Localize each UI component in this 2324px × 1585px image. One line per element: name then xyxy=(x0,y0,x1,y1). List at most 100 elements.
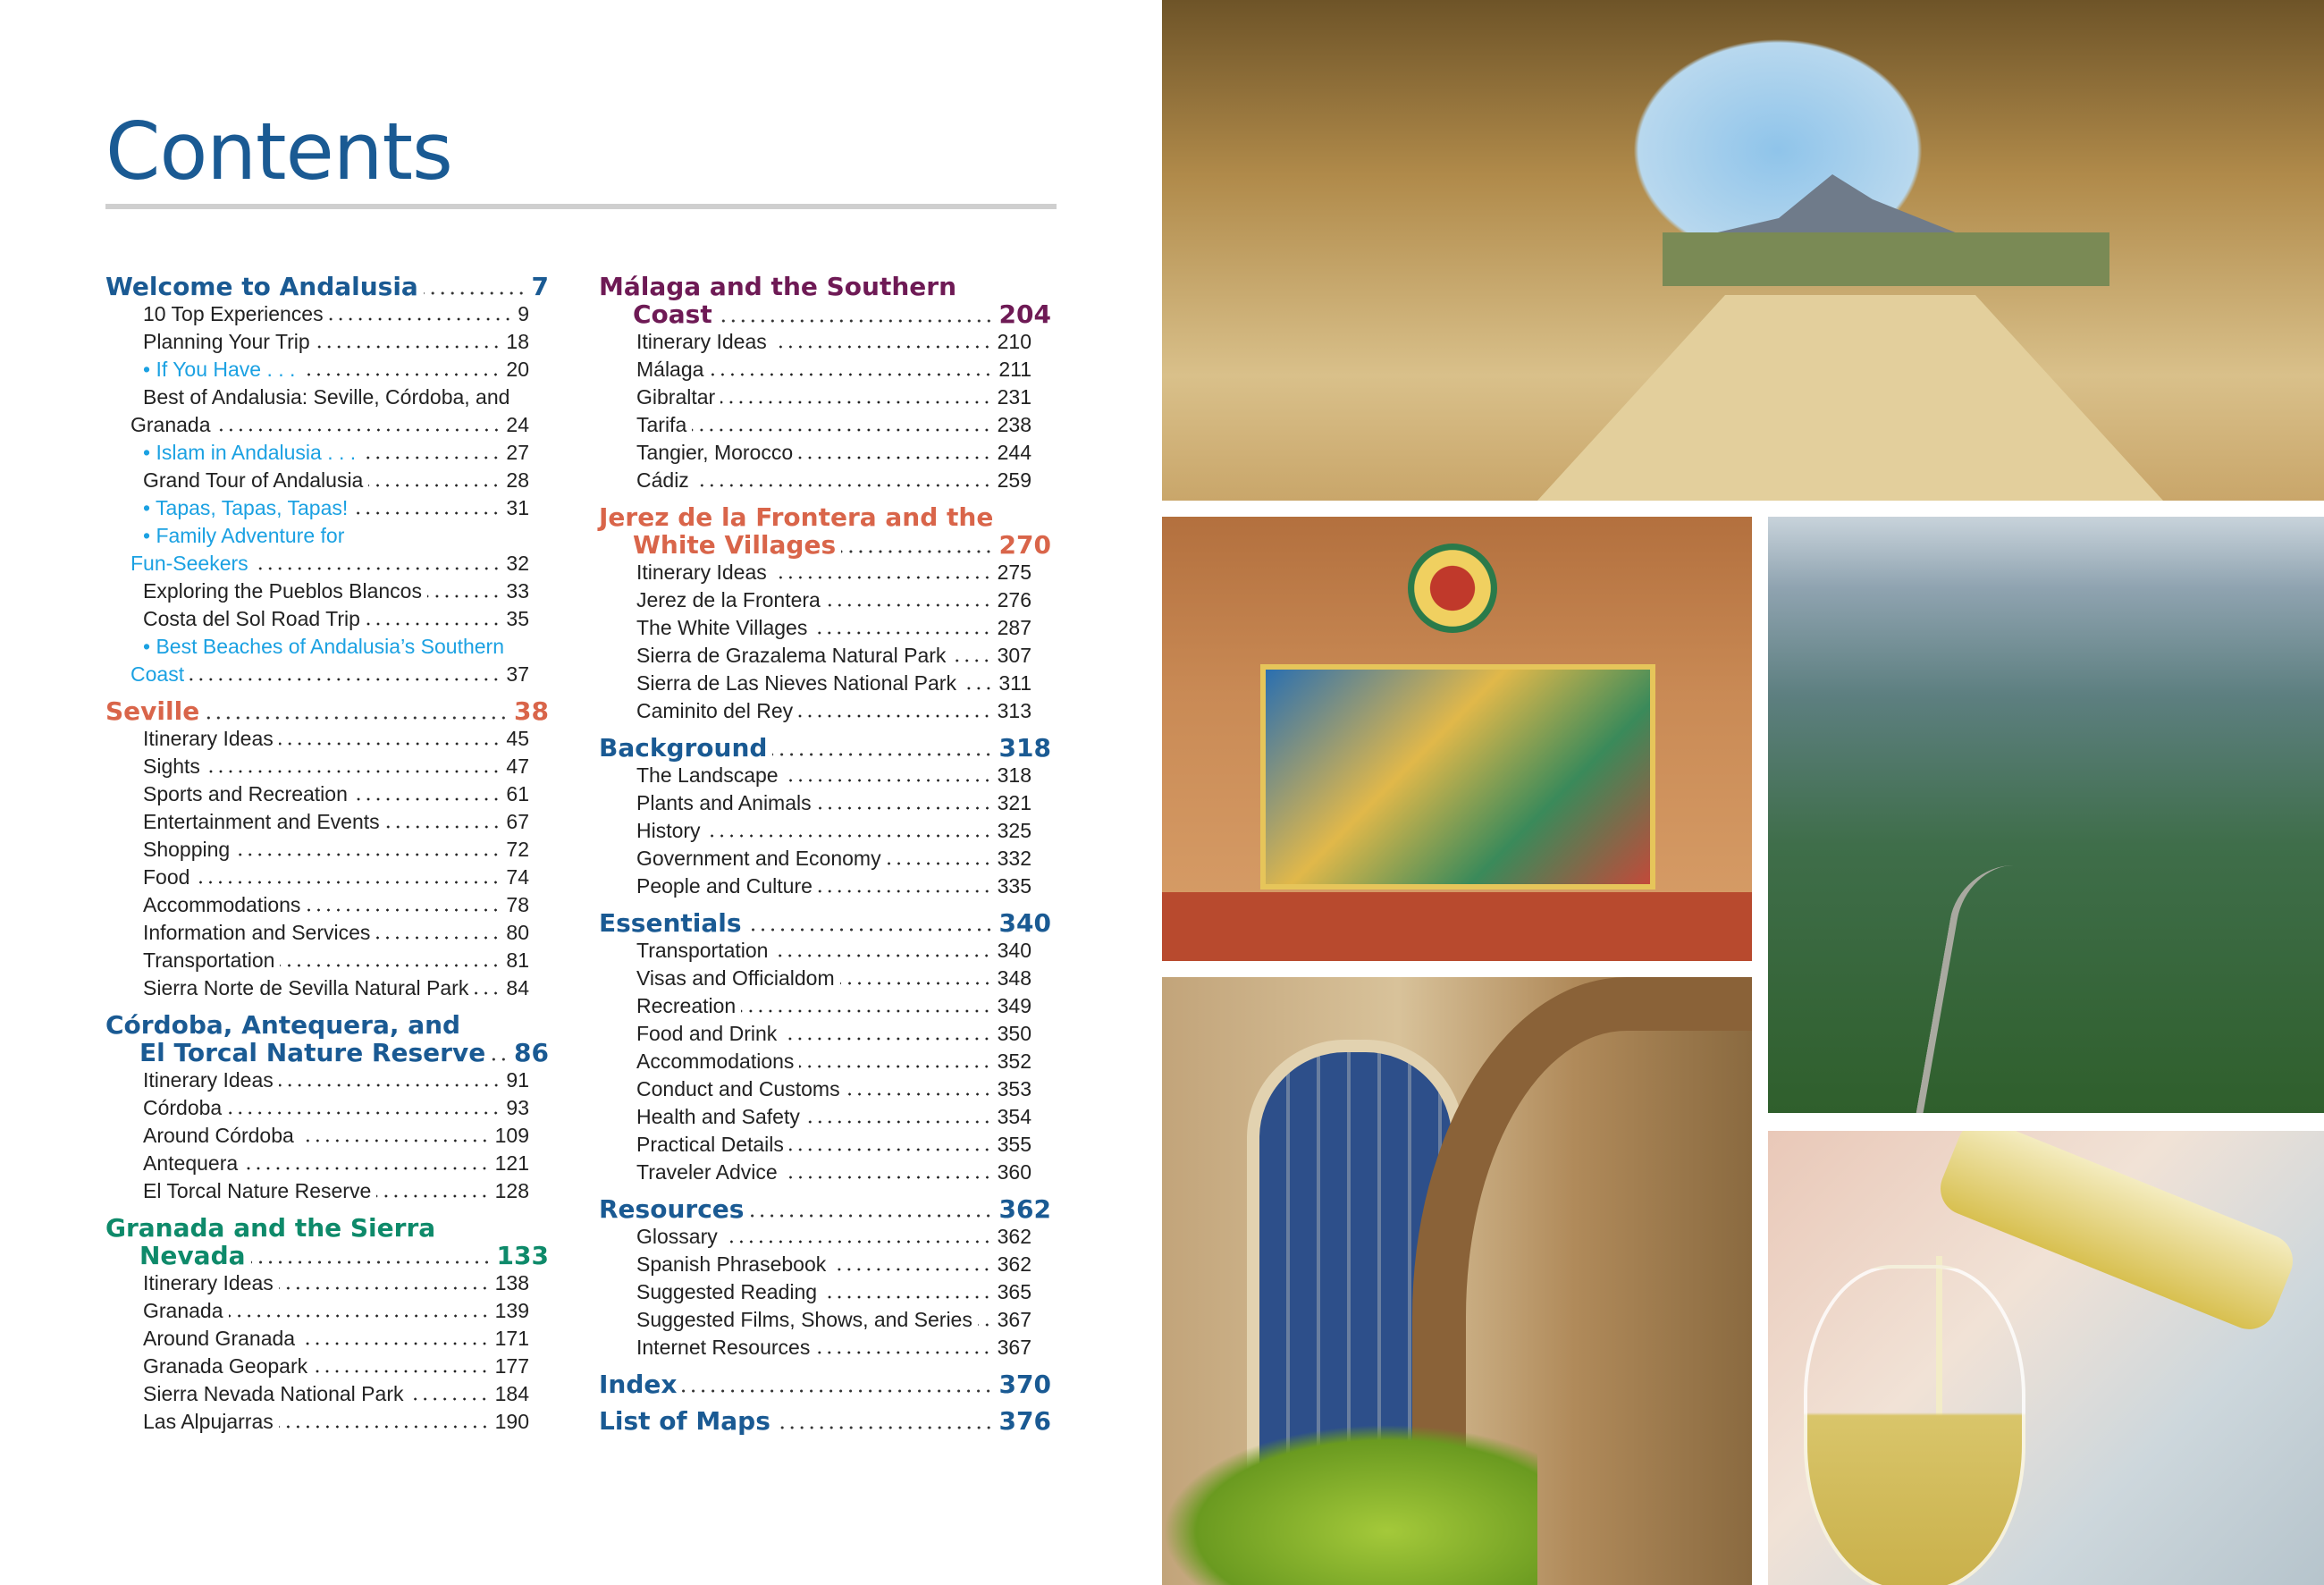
toc-section-heading[interactable]: El Torcal Nature Reserve 86 xyxy=(105,1039,549,1067)
toc-entry[interactable]: Las Alpujarras 190 xyxy=(105,1408,549,1436)
toc-section-heading[interactable]: Málaga and the Southern xyxy=(599,273,1051,300)
toc-entry[interactable]: Food and Drink 350 xyxy=(599,1020,1051,1048)
toc-entry[interactable]: Planning Your Trip 18 xyxy=(105,328,549,356)
toc-entry[interactable]: • If You Have . . . 20 xyxy=(105,356,549,384)
toc-entry[interactable]: Fun-Seekers 32 xyxy=(105,550,549,578)
toc-entry[interactable]: Conduct and Customs 353 xyxy=(599,1075,1051,1103)
toc-section-heading[interactable]: Resources 362 xyxy=(599,1195,1051,1223)
toc-entry[interactable]: Transportation 81 xyxy=(105,947,549,974)
toc-section-heading[interactable]: Córdoba, Antequera, and xyxy=(105,1011,549,1039)
toc-entry[interactable]: Recreation 349 xyxy=(599,992,1051,1020)
toc-entry[interactable]: Accommodations 78 xyxy=(105,891,549,919)
toc-entry[interactable]: Sights 47 xyxy=(105,753,549,780)
toc-entry[interactable]: Information and Services 80 xyxy=(105,919,549,947)
toc-entry[interactable]: Gibraltar 231 xyxy=(599,384,1051,411)
toc-page-number: 128 xyxy=(494,1179,529,1202)
toc-entry[interactable]: Tarifa 238 xyxy=(599,411,1051,439)
toc-entry[interactable]: People and Culture 335 xyxy=(599,873,1051,900)
toc-section-heading[interactable]: Granada and the Sierra xyxy=(105,1214,549,1242)
toc-entry[interactable]: Grand Tour of Andalusia 28 xyxy=(105,467,549,494)
toc-entry[interactable]: Costa del Sol Road Trip 35 xyxy=(105,605,549,633)
toc-section-heading[interactable]: Welcome to Andalusia 7 xyxy=(105,273,549,300)
toc-entry[interactable]: Granada 24 xyxy=(105,411,549,439)
toc-entry[interactable]: Suggested Reading 365 xyxy=(599,1278,1051,1306)
toc-entry[interactable]: Granada 139 xyxy=(105,1297,549,1325)
toc-entry[interactable]: Sierra de Las Nieves National Park 311 xyxy=(599,670,1051,697)
toc-entry[interactable]: Practical Details 355 xyxy=(599,1131,1051,1159)
toc-entry[interactable]: Itinerary Ideas 210 xyxy=(599,328,1051,356)
toc-entry[interactable]: The Landscape 318 xyxy=(599,762,1051,789)
toc-entry[interactable]: Sierra de Grazalema Natural Park 307 xyxy=(599,642,1051,670)
toc-entry[interactable]: Sierra Nevada National Park 184 xyxy=(105,1380,549,1408)
toc-entry[interactable]: Glossary 362 xyxy=(599,1223,1051,1251)
toc-entry[interactable]: Shopping 72 xyxy=(105,836,549,864)
toc-entry[interactable]: Córdoba 93 xyxy=(105,1094,549,1122)
toc-entry[interactable]: Traveler Advice 360 xyxy=(599,1159,1051,1186)
toc-entry[interactable]: Food 74 xyxy=(105,864,549,891)
toc-entry[interactable]: Jerez de la Frontera 276 xyxy=(599,586,1051,614)
toc-entry[interactable]: Accommodations 352 xyxy=(599,1048,1051,1075)
toc-entry[interactable]: Spanish Phrasebook 362 xyxy=(599,1251,1051,1278)
dot-leader xyxy=(376,1194,490,1198)
toc-entry[interactable]: Coast 37 xyxy=(105,661,549,688)
toc-entry-title: • Best Beaches of Andalusia’s Southern xyxy=(143,635,505,658)
toc-entry[interactable]: Itinerary Ideas 275 xyxy=(599,559,1051,586)
toc-entry-title: Around Córdoba xyxy=(143,1124,294,1147)
toc-entry[interactable]: Best of Andalusia: Seville, Córdoba, and xyxy=(105,384,549,411)
toc-section-heading[interactable]: Seville 38 xyxy=(105,697,549,725)
toc-entry[interactable]: Caminito del Rey 313 xyxy=(599,697,1051,725)
toc-entry[interactable]: Entertainment and Events 67 xyxy=(105,808,549,836)
toc-section-heading[interactable]: Background 318 xyxy=(599,734,1051,762)
toc-entry-title: Fun-Seekers xyxy=(131,552,248,575)
toc-entry[interactable]: • Tapas, Tapas, Tapas! 31 xyxy=(105,494,549,522)
toc-page-number: 210 xyxy=(997,330,1031,353)
toc-entry-title: Internet Resources xyxy=(636,1336,811,1359)
dot-leader xyxy=(408,1397,490,1401)
dot-leader xyxy=(250,1260,492,1264)
toc-entry[interactable]: Sports and Recreation 61 xyxy=(105,780,549,808)
toc-entry[interactable]: Health and Safety 354 xyxy=(599,1103,1051,1131)
toc-entry[interactable]: Around Granada 171 xyxy=(105,1325,549,1353)
toc-entry[interactable]: Suggested Films, Shows, and Series 367 xyxy=(599,1306,1051,1334)
toc-entry[interactable]: Itinerary Ideas 138 xyxy=(105,1269,549,1297)
toc-entry[interactable]: 10 Top Experiences 9 xyxy=(105,300,549,328)
toc-section-heading[interactable]: Essentials 340 xyxy=(599,909,1051,937)
toc-section-heading[interactable]: Index 370 xyxy=(599,1370,1051,1398)
toc-section-heading[interactable]: Coast 204 xyxy=(599,300,1051,328)
dot-leader xyxy=(205,770,501,773)
toc-entry[interactable]: • Islam in Andalusia . . . 27 xyxy=(105,439,549,467)
toc-entry[interactable]: History 325 xyxy=(599,817,1051,845)
toc-entry[interactable]: Granada Geopark 177 xyxy=(105,1353,549,1380)
toc-entry[interactable]: Itinerary Ideas 91 xyxy=(105,1067,549,1094)
toc-entry[interactable]: Antequera 121 xyxy=(105,1150,549,1177)
toc-section-heading[interactable]: White Villages 270 xyxy=(599,531,1051,559)
toc-entry[interactable]: • Family Adventure for xyxy=(105,522,549,550)
toc-entry[interactable]: The White Villages 287 xyxy=(599,614,1051,642)
toc-entry[interactable]: Exploring the Pueblos Blancos 33 xyxy=(105,578,549,605)
toc-entry-title: Antequera xyxy=(143,1151,239,1175)
toc-entry[interactable]: Tangier, Morocco 244 xyxy=(599,439,1051,467)
toc-entry[interactable]: Government and Economy 332 xyxy=(599,845,1051,873)
toc-entry-title: Exploring the Pueblos Blancos xyxy=(143,579,422,603)
toc-page-number: 321 xyxy=(997,791,1031,814)
toc-entry-title: Granada xyxy=(131,413,211,436)
toc-entry[interactable]: Visas and Officialdom 348 xyxy=(599,965,1051,992)
toc-section-heading[interactable]: List of Maps 376 xyxy=(599,1407,1051,1435)
toc-entry-title: Jerez de la Frontera xyxy=(636,588,821,611)
toc-section-heading[interactable]: Nevada 133 xyxy=(105,1242,549,1269)
toc-entry[interactable]: Málaga 211 xyxy=(599,356,1051,384)
dot-leader xyxy=(804,1120,992,1124)
toc-entry[interactable]: El Torcal Nature Reserve 128 xyxy=(105,1177,549,1205)
toc-entry-title: El Torcal Nature Reserve xyxy=(143,1179,372,1202)
toc-entry[interactable]: Itinerary Ideas 45 xyxy=(105,725,549,753)
toc-entry[interactable]: Sierra Norte de Sevilla Natural Park 84 xyxy=(105,974,549,1002)
toc-entry[interactable]: Internet Resources 367 xyxy=(599,1334,1051,1362)
toc-entry[interactable]: Around Córdoba 109 xyxy=(105,1122,549,1150)
toc-section-heading[interactable]: Jerez de la Frontera and the xyxy=(599,503,1051,531)
toc-entry[interactable]: Transportation 340 xyxy=(599,937,1051,965)
toc-entry[interactable]: Cádiz 259 xyxy=(599,467,1051,494)
dot-leader xyxy=(841,550,994,553)
toc-entry[interactable]: Plants and Animals 321 xyxy=(599,789,1051,817)
toc-entry[interactable]: • Best Beaches of Andalusia’s Southern xyxy=(105,633,549,661)
title-divider xyxy=(105,204,1057,209)
